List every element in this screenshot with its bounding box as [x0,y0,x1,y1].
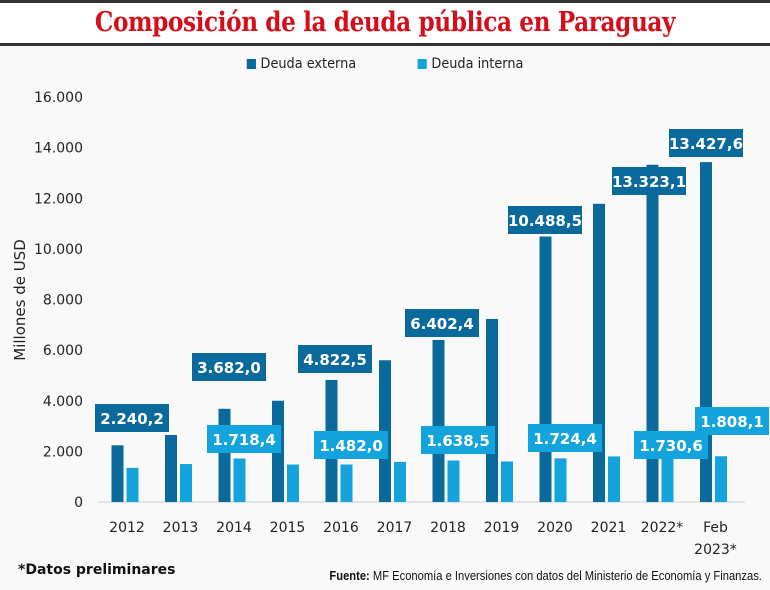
y-tick-label: 10.000 [34,242,83,258]
bar-deuda-interna [715,456,727,502]
data-label-interna-box [695,407,769,435]
data-label-interna-box [207,425,281,453]
data-label-externa: 13.323,1 [612,173,686,191]
legend-label-interna: Deuda interna [431,56,524,72]
bar-deuda-interna [287,464,299,502]
x-tick-label: 2022* [641,520,684,536]
y-tick-label: 6.000 [43,343,83,359]
bar-deuda-interna [554,458,567,502]
x-tick-label: 2014 [216,520,252,536]
x-tick-label: 2020 [537,520,573,536]
data-label-interna-box [528,424,602,452]
bar-deuda-interna [501,461,513,502]
bar-deuda-interna [608,456,620,502]
data-label-interna-box [421,426,495,454]
x-tick-label: Feb [703,520,728,536]
data-label-externa: 4.822,5 [303,351,367,369]
chart-title: Composición de la deuda pública en Parag… [94,7,676,38]
data-label-externa-box [669,129,743,157]
data-label-externa: 13.427,6 [669,135,743,153]
legend: Deuda externa Deuda interna [0,56,770,72]
bar-deuda-interna [447,460,460,502]
bar-deuda-externa [593,203,605,502]
data-label-interna-box [314,431,388,459]
bar-deuda-externa [111,445,124,502]
bar-deuda-interna [394,462,406,502]
x-tick-label: 2023* [694,542,737,558]
legend-swatch-interna [417,59,427,69]
data-label-interna: 1.724,4 [533,430,597,448]
legend-item-externa: Deuda externa [246,56,357,72]
x-tick-label: 2018 [430,520,466,536]
data-label-externa-box [192,353,266,381]
y-tick-label: 0 [74,495,83,511]
data-label-externa-box [508,206,582,234]
bar-deuda-interna [661,458,674,502]
y-axis-label: Millones de USD [11,239,29,361]
x-tick-label: 2013 [163,520,199,536]
y-tick-label: 4.000 [43,394,83,410]
title-band: Composición de la deuda pública en Parag… [0,3,770,46]
data-labels: 2.240,2 3.682,0 4.822,5 6.402,4 10.488,5 13.3… [95,129,769,459]
data-label-interna: 1.730,6 [639,437,703,455]
x-tick-label: 2015 [270,520,306,536]
bar-deuda-interna [233,458,246,502]
x-tick-label: 2012 [109,520,145,536]
y-axis-ticks: 0 2.000 4.000 6.000 8.000 10.000 12.000 14.000 1… [34,90,83,511]
source-label: Fuente: [329,568,370,583]
y-tick-label: 14.000 [34,141,83,157]
bar-deuda-interna [126,467,139,502]
data-label-interna-box [634,431,708,459]
x-tick-label: 2017 [377,520,413,536]
data-label-externa-box [612,167,686,195]
bar-deuda-externa [165,434,177,502]
data-label-externa: 3.682,0 [197,359,261,377]
bar-deuda-interna [340,464,353,502]
bar-deuda-interna [180,464,192,502]
bar-deuda-externa [218,408,231,502]
legend-item-interna: Deuda interna [417,56,524,72]
y-tick-label: 12.000 [34,191,83,207]
source-note: Fuente: MF Economía e Inversiones con da… [330,568,762,583]
data-label-interna: 1.638,5 [426,432,490,450]
y-tick-label: 8.000 [43,293,83,309]
data-label-interna: 1.482,0 [319,437,383,455]
legend-swatch-externa [246,59,256,69]
x-axis-ticks: 2012 2013 2014 2015 2016 2017 2018 2019 2020 2021… [109,520,737,558]
x-tick-label: 2016 [323,520,359,536]
x-tick-label: 2019 [484,520,520,536]
footnote: *Datos preliminares [18,562,176,578]
data-label-interna: 1.808,1 [700,413,764,431]
data-label-externa: 10.488,5 [508,212,582,230]
data-label-interna: 1.718,4 [212,431,276,449]
bar-deuda-externa [646,164,659,502]
legend-label-externa: Deuda externa [260,56,357,72]
x-tick-label: 2021 [591,520,627,536]
data-label-externa-box [298,345,372,373]
y-tick-label: 16.000 [34,90,83,106]
top-rule [0,0,770,3]
data-label-externa-box [95,404,169,432]
data-label-externa: 6.402,4 [410,315,474,333]
y-tick-label: 2.000 [43,444,83,460]
bar-deuda-externa [486,318,498,502]
bar-deuda-externa [539,236,552,503]
source-text: MF Economía e Inversiones con datos del … [369,568,762,583]
data-label-externa-box [405,309,479,337]
bar-deuda-externa [432,339,445,502]
data-label-externa: 2.240,2 [100,410,164,428]
